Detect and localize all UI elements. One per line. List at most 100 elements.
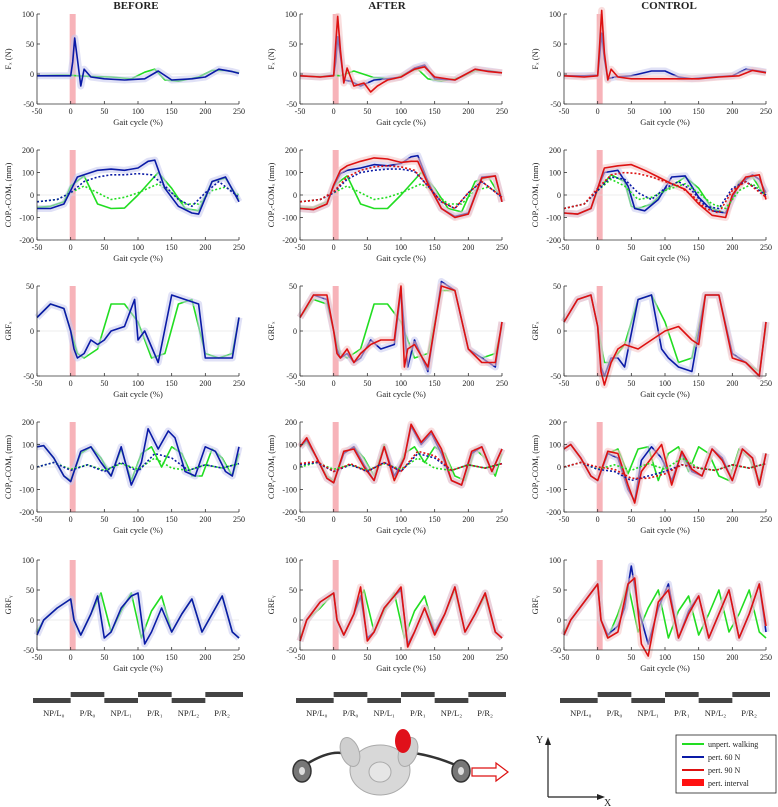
series-line-row3-after-2 xyxy=(299,285,503,368)
series-line-row5-after-2 xyxy=(299,586,503,648)
x-tick-label-row5-before-150: 150 xyxy=(166,653,178,662)
y-tick-label-row3-after--50: -50 xyxy=(286,372,297,381)
x-tick-label-row1-before-50: 50 xyxy=(100,107,108,116)
gait-segment-control-0 xyxy=(560,698,598,703)
y-tick-label-row3-before-0: 0 xyxy=(30,327,34,336)
legend-label-p60: pert. 60 N xyxy=(708,753,740,762)
y-tick-label-row1-before--50: -50 xyxy=(23,100,34,109)
y-tick-label-row2-control-100: 100 xyxy=(549,169,561,178)
x-tick-label-row4-before-100: 100 xyxy=(132,515,144,524)
x-tick-label-row2-before-50: 50 xyxy=(100,243,108,252)
series-line-row2-before-2 xyxy=(37,159,240,215)
x-tick-label-row4-control-200: 200 xyxy=(726,515,738,524)
x-tick-label-row3-before-250: 250 xyxy=(233,379,245,388)
series-line-row5-control-2 xyxy=(563,577,767,657)
y-tick-label-row1-control--50: -50 xyxy=(550,100,561,109)
x-tick-label-row1-before-250: 250 xyxy=(233,107,245,116)
series-line-row4-before-3 xyxy=(36,452,240,473)
y-tick-label-row1-after--50: -50 xyxy=(286,100,297,109)
pulley-left-hub xyxy=(299,767,305,775)
x-tick-label-row1-control--50: -50 xyxy=(559,107,570,116)
y-tick-label-row5-control--50: -50 xyxy=(550,646,561,655)
y-tick-label-row5-after-50: 50 xyxy=(289,586,297,595)
y-tick-label-row1-before-50: 50 xyxy=(26,40,34,49)
panel-row2-after: -50 0 50 100 150 200 250 -200 -100 0 100 200 Gait cy… xyxy=(266,146,508,263)
x-tick-label-row1-after-50: 50 xyxy=(363,107,371,116)
x-tick-label-row3-after--50: -50 xyxy=(295,379,306,388)
sd-band-row1-after-2 xyxy=(299,12,503,96)
panel-row3-control: -50 0 50 100 150 200 250 -50 0 50 Gait cycle (%) GR… xyxy=(530,282,772,399)
x-tick-label-row5-after-50: 50 xyxy=(363,653,371,662)
y-tick-label-row2-after--200: -200 xyxy=(282,236,297,245)
x-tick-label-row5-control-150: 150 xyxy=(693,653,705,662)
y-tick-label-row3-before--50: -50 xyxy=(23,372,34,381)
y-axis-label-row5-before: GRFᵧ xyxy=(3,595,14,615)
x-tick-label-row2-after--50: -50 xyxy=(295,243,306,252)
x-axis-label-row2-after: Gait cycle (%) xyxy=(376,253,426,263)
x-tick-label-row5-before--50: -50 xyxy=(32,653,43,662)
gait-phase-label-after-5: P/R₂ xyxy=(477,708,493,718)
x-tick-label-row3-after-0: 0 xyxy=(332,379,336,388)
x-tick-label-row4-control-0: 0 xyxy=(596,515,600,524)
y-tick-label-row1-before-100: 100 xyxy=(22,10,34,19)
series-line-row4-before-1 xyxy=(36,428,240,486)
x-tick-label-row2-before-200: 200 xyxy=(199,243,211,252)
y-axis-label-row3-control: GRFₓ xyxy=(530,321,540,341)
series-line-row2-control-2 xyxy=(563,163,767,219)
gait-phase-label-before-2: NP/L₁ xyxy=(110,708,131,718)
y-tick-label-row5-before-0: 0 xyxy=(30,616,34,625)
y-tick-label-row2-before-200: 200 xyxy=(22,146,34,155)
x-tick-label-row5-control-200: 200 xyxy=(726,653,738,662)
walker-head xyxy=(368,761,392,783)
x-tick-label-row4-after-150: 150 xyxy=(429,515,441,524)
x-tick-label-row2-before-150: 150 xyxy=(166,243,178,252)
x-tick-label-row3-before--50: -50 xyxy=(32,379,43,388)
y-tick-label-row5-control-100: 100 xyxy=(549,556,561,565)
x-tick-label-row2-after-50: 50 xyxy=(363,243,371,252)
x-tick-label-row4-control-250: 250 xyxy=(760,515,772,524)
y-tick-label-row4-control--100: -100 xyxy=(546,486,561,495)
gait-segment-before-0 xyxy=(33,698,71,703)
y-tick-label-row5-before--50: -50 xyxy=(23,646,34,655)
x-tick-label-row3-before-0: 0 xyxy=(69,379,73,388)
x-tick-label-row4-after-0: 0 xyxy=(332,515,336,524)
x-tick-label-row3-after-50: 50 xyxy=(363,379,371,388)
x-axis-label-row5-after: Gait cycle (%) xyxy=(376,663,426,673)
y-tick-label-row2-after-0: 0 xyxy=(293,191,297,200)
column-headers: BEFORE AFTER CONTROL xyxy=(113,0,696,12)
gait-phase-label-before-0: NP/L₀ xyxy=(43,708,64,718)
gait-segment-before-4 xyxy=(171,698,206,703)
y-tick-label-row1-before-0: 0 xyxy=(30,70,34,79)
gait-phase-label-after-4: NP/L₂ xyxy=(441,708,462,718)
series-line-row3-control-2 xyxy=(563,294,767,386)
x-tick-label-row5-control-100: 100 xyxy=(659,653,671,662)
x-tick-label-row4-control--50: -50 xyxy=(559,515,570,524)
x-axis-label-row5-before: Gait cycle (%) xyxy=(113,663,163,673)
y-axis-label-row4-before: COPᵧ-COMᵧ (mm) xyxy=(3,435,14,499)
x-axis-label-row1-before: Gait cycle (%) xyxy=(113,117,163,127)
y-tick-label-row4-control--200: -200 xyxy=(546,508,561,517)
x-tick-label-row3-control--50: -50 xyxy=(559,379,570,388)
x-tick-label-row5-after-150: 150 xyxy=(429,653,441,662)
legend: unpert. walking pert. 60 N pert. 90 N pe… xyxy=(675,734,777,794)
y-tick-label-row5-before-100: 100 xyxy=(22,556,34,565)
x-axis-label-row1-after: Gait cycle (%) xyxy=(376,117,426,127)
gait-segment-before-5 xyxy=(205,692,243,697)
series-line-row3-before-1 xyxy=(36,294,240,364)
x-tick-label-row2-after-0: 0 xyxy=(332,243,336,252)
x-tick-label-row1-after-250: 250 xyxy=(496,107,508,116)
y-axis-label-row1-before: Fₓ (N) xyxy=(3,48,13,69)
x-tick-label-row3-before-200: 200 xyxy=(199,379,211,388)
y-tick-label-row4-before--100: -100 xyxy=(19,486,34,495)
x-tick-label-row1-before-200: 200 xyxy=(199,107,211,116)
x-tick-label-row3-control-50: 50 xyxy=(627,379,635,388)
x-axis-label-row5-control: Gait cycle (%) xyxy=(640,663,690,673)
series-line-row1-after-2 xyxy=(299,15,503,93)
x-tick-label-row1-after-100: 100 xyxy=(395,107,407,116)
x-tick-label-row1-before-100: 100 xyxy=(132,107,144,116)
x-tick-label-row1-before-0: 0 xyxy=(69,107,73,116)
pulley-right-hub xyxy=(458,767,464,775)
y-axis-label-row5-control: GRFᵧ xyxy=(530,595,541,615)
y-tick-label-row2-control-0: 0 xyxy=(557,191,561,200)
